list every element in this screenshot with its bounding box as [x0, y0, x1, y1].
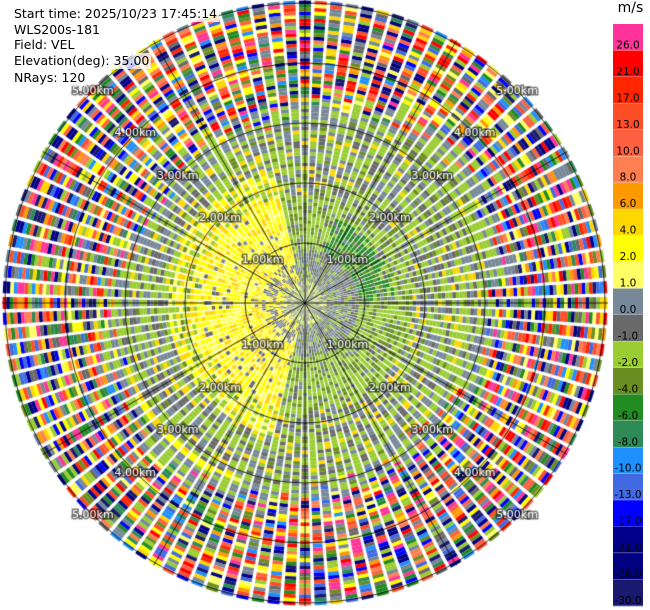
colorbar-bin	[613, 447, 643, 475]
colorbar-bin	[613, 500, 643, 528]
colorbar-bin	[613, 24, 643, 51]
colorbar-tick-label: -17.0	[614, 516, 641, 528]
colorbar-tick-label: -2.0	[618, 357, 639, 369]
colorbar-tick-label: -13.0	[614, 489, 641, 501]
colorbar-tick-label: -4.0	[618, 383, 639, 395]
colorbar-tick-label: 4.0	[620, 225, 637, 237]
colorbar-tick-label: -1.0	[618, 330, 639, 342]
field-label: Field: VEL	[12, 37, 77, 53]
colorbar-bin	[613, 526, 643, 554]
colorbar-tick-label: -6.0	[618, 410, 639, 422]
colorbar-tick-label: 21.0	[616, 66, 639, 78]
colorbar-bin	[613, 50, 643, 78]
colorbar-bin	[613, 553, 643, 581]
instrument-label: WLS200s-181	[12, 22, 102, 38]
colorbar-bin	[613, 473, 643, 501]
colorbar-bin	[613, 394, 643, 422]
colorbar-tick-label: 1.0	[620, 278, 637, 290]
colorbar-tick-label: 0.0	[620, 304, 637, 316]
colorbar-bin	[613, 367, 643, 395]
colorbar-bin	[613, 288, 643, 316]
colorbar: 26.0 21.0 17.0 13.0 10.0 8.0 6.0 4.0 2.0 1.0 0.0 -1…	[613, 24, 643, 607]
radar-ppi-plot	[0, 0, 611, 610]
colorbar-bin	[613, 341, 643, 369]
colorbar-bin	[613, 209, 643, 237]
colorbar-bin	[613, 235, 643, 263]
nrays-label: NRays: 120	[12, 70, 88, 86]
colorbar-tick-label: 8.0	[620, 172, 637, 184]
colorbar-tick-label: 2.0	[620, 251, 637, 263]
colorbar-bin	[613, 420, 643, 448]
colorbar-tick-label: 10.0	[616, 145, 639, 157]
colorbar-tick-label: -30.0	[614, 595, 641, 607]
colorbar-tick-label: -8.0	[618, 436, 639, 448]
colorbar-tick-label: 26.0	[616, 39, 639, 51]
colorbar-tick-label: -26.0	[614, 569, 641, 581]
colorbar-bin	[613, 129, 643, 157]
colorbar-tick-label: 13.0	[616, 119, 639, 131]
colorbar-tick-label: 17.0	[616, 92, 639, 104]
elevation-label: Elevation(deg): 35.00	[12, 53, 152, 69]
colorbar-bin	[613, 103, 643, 131]
colorbar-bin	[613, 76, 643, 104]
start-time-label: Start time: 2025/10/23 17:45:14	[12, 6, 220, 22]
colorbar-tick-label: -21.0	[614, 542, 641, 554]
colorbar-bin	[613, 182, 643, 210]
colorbar-bin	[613, 156, 643, 184]
colorbar-tick-label: -10.0	[614, 463, 641, 475]
colorbar-unit-label: m/s	[617, 0, 644, 16]
colorbar-bin	[613, 315, 643, 342]
colorbar-bin	[613, 262, 643, 290]
colorbar-tick-label: 6.0	[620, 198, 637, 210]
colorbar-bin	[613, 579, 643, 607]
